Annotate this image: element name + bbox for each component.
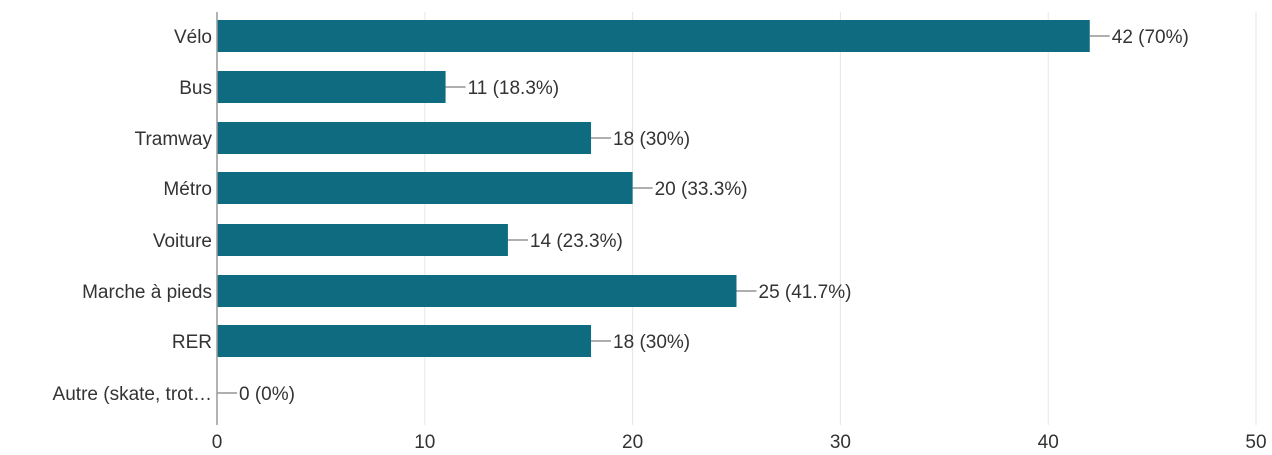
bar [217,275,737,307]
x-tick-label: 40 [1038,432,1059,453]
data-label: 20 (33.3%) [655,179,748,200]
category-label: Voiture [153,231,212,252]
data-label: 11 (18.3%) [468,78,560,99]
data-label: 14 (23.3%) [530,231,623,252]
x-tick-label: 30 [830,432,851,453]
category-label: Autre (skate, trot… [53,384,212,405]
category-label: Métro [163,179,212,200]
data-label: 42 (70%) [1112,27,1189,48]
data-label: 18 (30%) [613,332,690,353]
category-label: Bus [179,78,212,99]
x-tick-label: 20 [622,432,643,453]
bar [217,224,508,256]
bar [217,172,633,204]
data-label: 25 (41.7%) [759,282,852,303]
category-label: Vélo [174,27,212,48]
x-tick-label: 50 [1245,432,1266,453]
bars [217,20,1090,357]
bar [217,325,592,357]
bar [217,122,592,154]
category-label: RER [172,332,212,353]
bar [217,71,446,103]
x-tick-label: 0 [212,432,223,453]
data-label: 18 (30%) [613,129,690,150]
data-label: 0 (0%) [239,384,295,405]
labels: 0 10 20 30 40 50 Vélo 42 (70%) Bus 11 (18.3%) Tram… [53,27,1267,453]
category-label: Tramway [135,129,213,150]
category-label: Marche à pieds [82,282,212,303]
bar [217,20,1090,52]
x-tick-label: 10 [414,432,435,453]
gridlines [424,12,1257,425]
